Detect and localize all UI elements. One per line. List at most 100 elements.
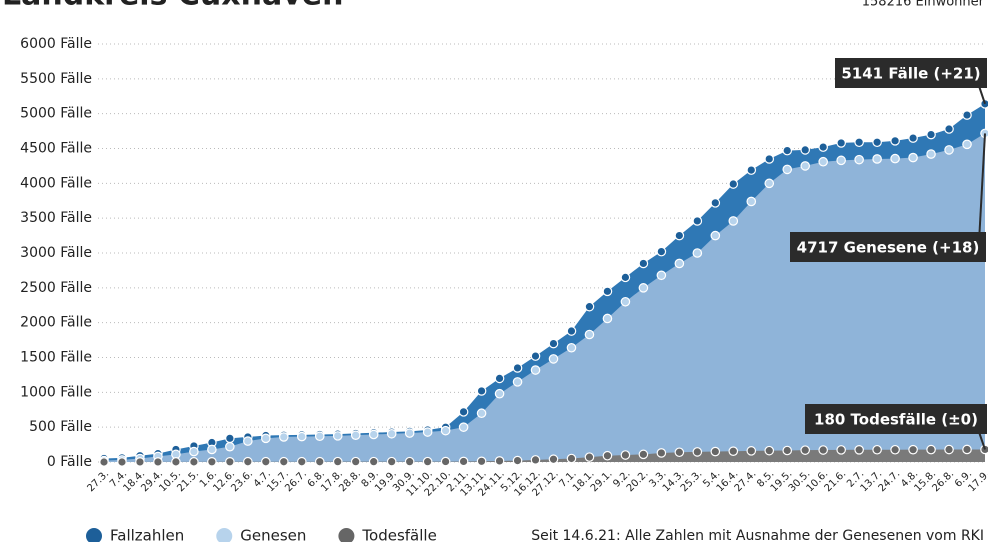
point (153, 457, 163, 467)
point (692, 447, 703, 457)
point (476, 456, 487, 467)
point (440, 425, 451, 436)
point (620, 450, 631, 460)
point (548, 338, 559, 349)
point (117, 457, 127, 467)
point (620, 272, 631, 283)
point (728, 216, 739, 226)
point (638, 449, 649, 460)
point (710, 198, 721, 208)
point (296, 431, 307, 442)
point (854, 445, 864, 455)
point (332, 456, 343, 467)
legend-swatch (86, 528, 102, 542)
point (404, 428, 415, 438)
point (261, 433, 271, 444)
point (926, 149, 936, 159)
point (818, 445, 828, 455)
point (278, 456, 289, 467)
point (944, 124, 954, 134)
point (584, 329, 595, 340)
point (207, 444, 217, 455)
point (620, 296, 631, 307)
point (476, 408, 487, 419)
point (638, 283, 649, 293)
point (746, 446, 757, 456)
point (314, 456, 325, 467)
point (207, 456, 217, 467)
point (764, 178, 775, 189)
point (602, 313, 613, 324)
point (854, 137, 864, 148)
subtitle: 158216 Einwohner (862, 0, 985, 10)
point (494, 373, 505, 384)
point (584, 301, 595, 312)
point (710, 446, 721, 457)
point (530, 455, 541, 465)
point (458, 407, 469, 417)
point (872, 444, 882, 455)
y-tick-label: 4000 Fälle (20, 175, 92, 191)
point (764, 154, 775, 164)
point (386, 456, 397, 467)
point (728, 446, 739, 457)
point (872, 137, 882, 148)
point (782, 445, 793, 456)
point (944, 145, 954, 155)
point (350, 456, 361, 467)
point (656, 448, 667, 458)
y-tick-label: 1000 Fälle (20, 384, 92, 400)
callout-line (978, 85, 986, 105)
point (818, 156, 828, 167)
point (800, 145, 811, 155)
point (746, 196, 757, 207)
y-tick-label: 1500 Fälle (20, 350, 92, 366)
point (332, 431, 343, 441)
point (548, 354, 559, 364)
point (854, 154, 864, 165)
point (674, 258, 685, 269)
point (225, 433, 235, 444)
point (458, 422, 469, 432)
point (548, 454, 559, 465)
point (836, 155, 846, 166)
point (602, 450, 613, 461)
point (890, 136, 900, 146)
legend-label: Fallzahlen (110, 527, 184, 542)
point (566, 342, 577, 353)
point (728, 179, 739, 189)
point (836, 138, 846, 148)
point (530, 351, 541, 361)
point (225, 441, 235, 452)
point (512, 455, 523, 466)
note: Seit 14.6.21: Alle Zahlen mit Ausnahme d… (531, 528, 984, 542)
point (512, 377, 523, 387)
point (944, 444, 954, 455)
area (104, 133, 985, 463)
point (99, 457, 109, 467)
point (476, 386, 487, 396)
point (746, 165, 757, 175)
point (692, 248, 703, 258)
point (710, 230, 721, 241)
point (530, 365, 541, 375)
y-tick-label: 2500 Fälle (20, 280, 92, 296)
y-tick-label: 5500 Fälle (20, 71, 92, 87)
point (314, 431, 325, 442)
y-tick-label: 2000 Fälle (20, 315, 92, 331)
legend-label: Genesen (240, 527, 306, 542)
point (638, 258, 649, 269)
point (818, 142, 828, 152)
point (962, 110, 972, 120)
point (566, 453, 577, 464)
y-tick-label: 6000 Fälle (20, 36, 92, 52)
point (908, 444, 918, 455)
point (836, 445, 846, 455)
point (584, 452, 595, 462)
point (458, 456, 469, 467)
point (962, 444, 972, 455)
y-tick-label: 4500 Fälle (20, 141, 92, 157)
point (890, 153, 900, 164)
y-tick-label: 3500 Fälle (20, 210, 92, 226)
